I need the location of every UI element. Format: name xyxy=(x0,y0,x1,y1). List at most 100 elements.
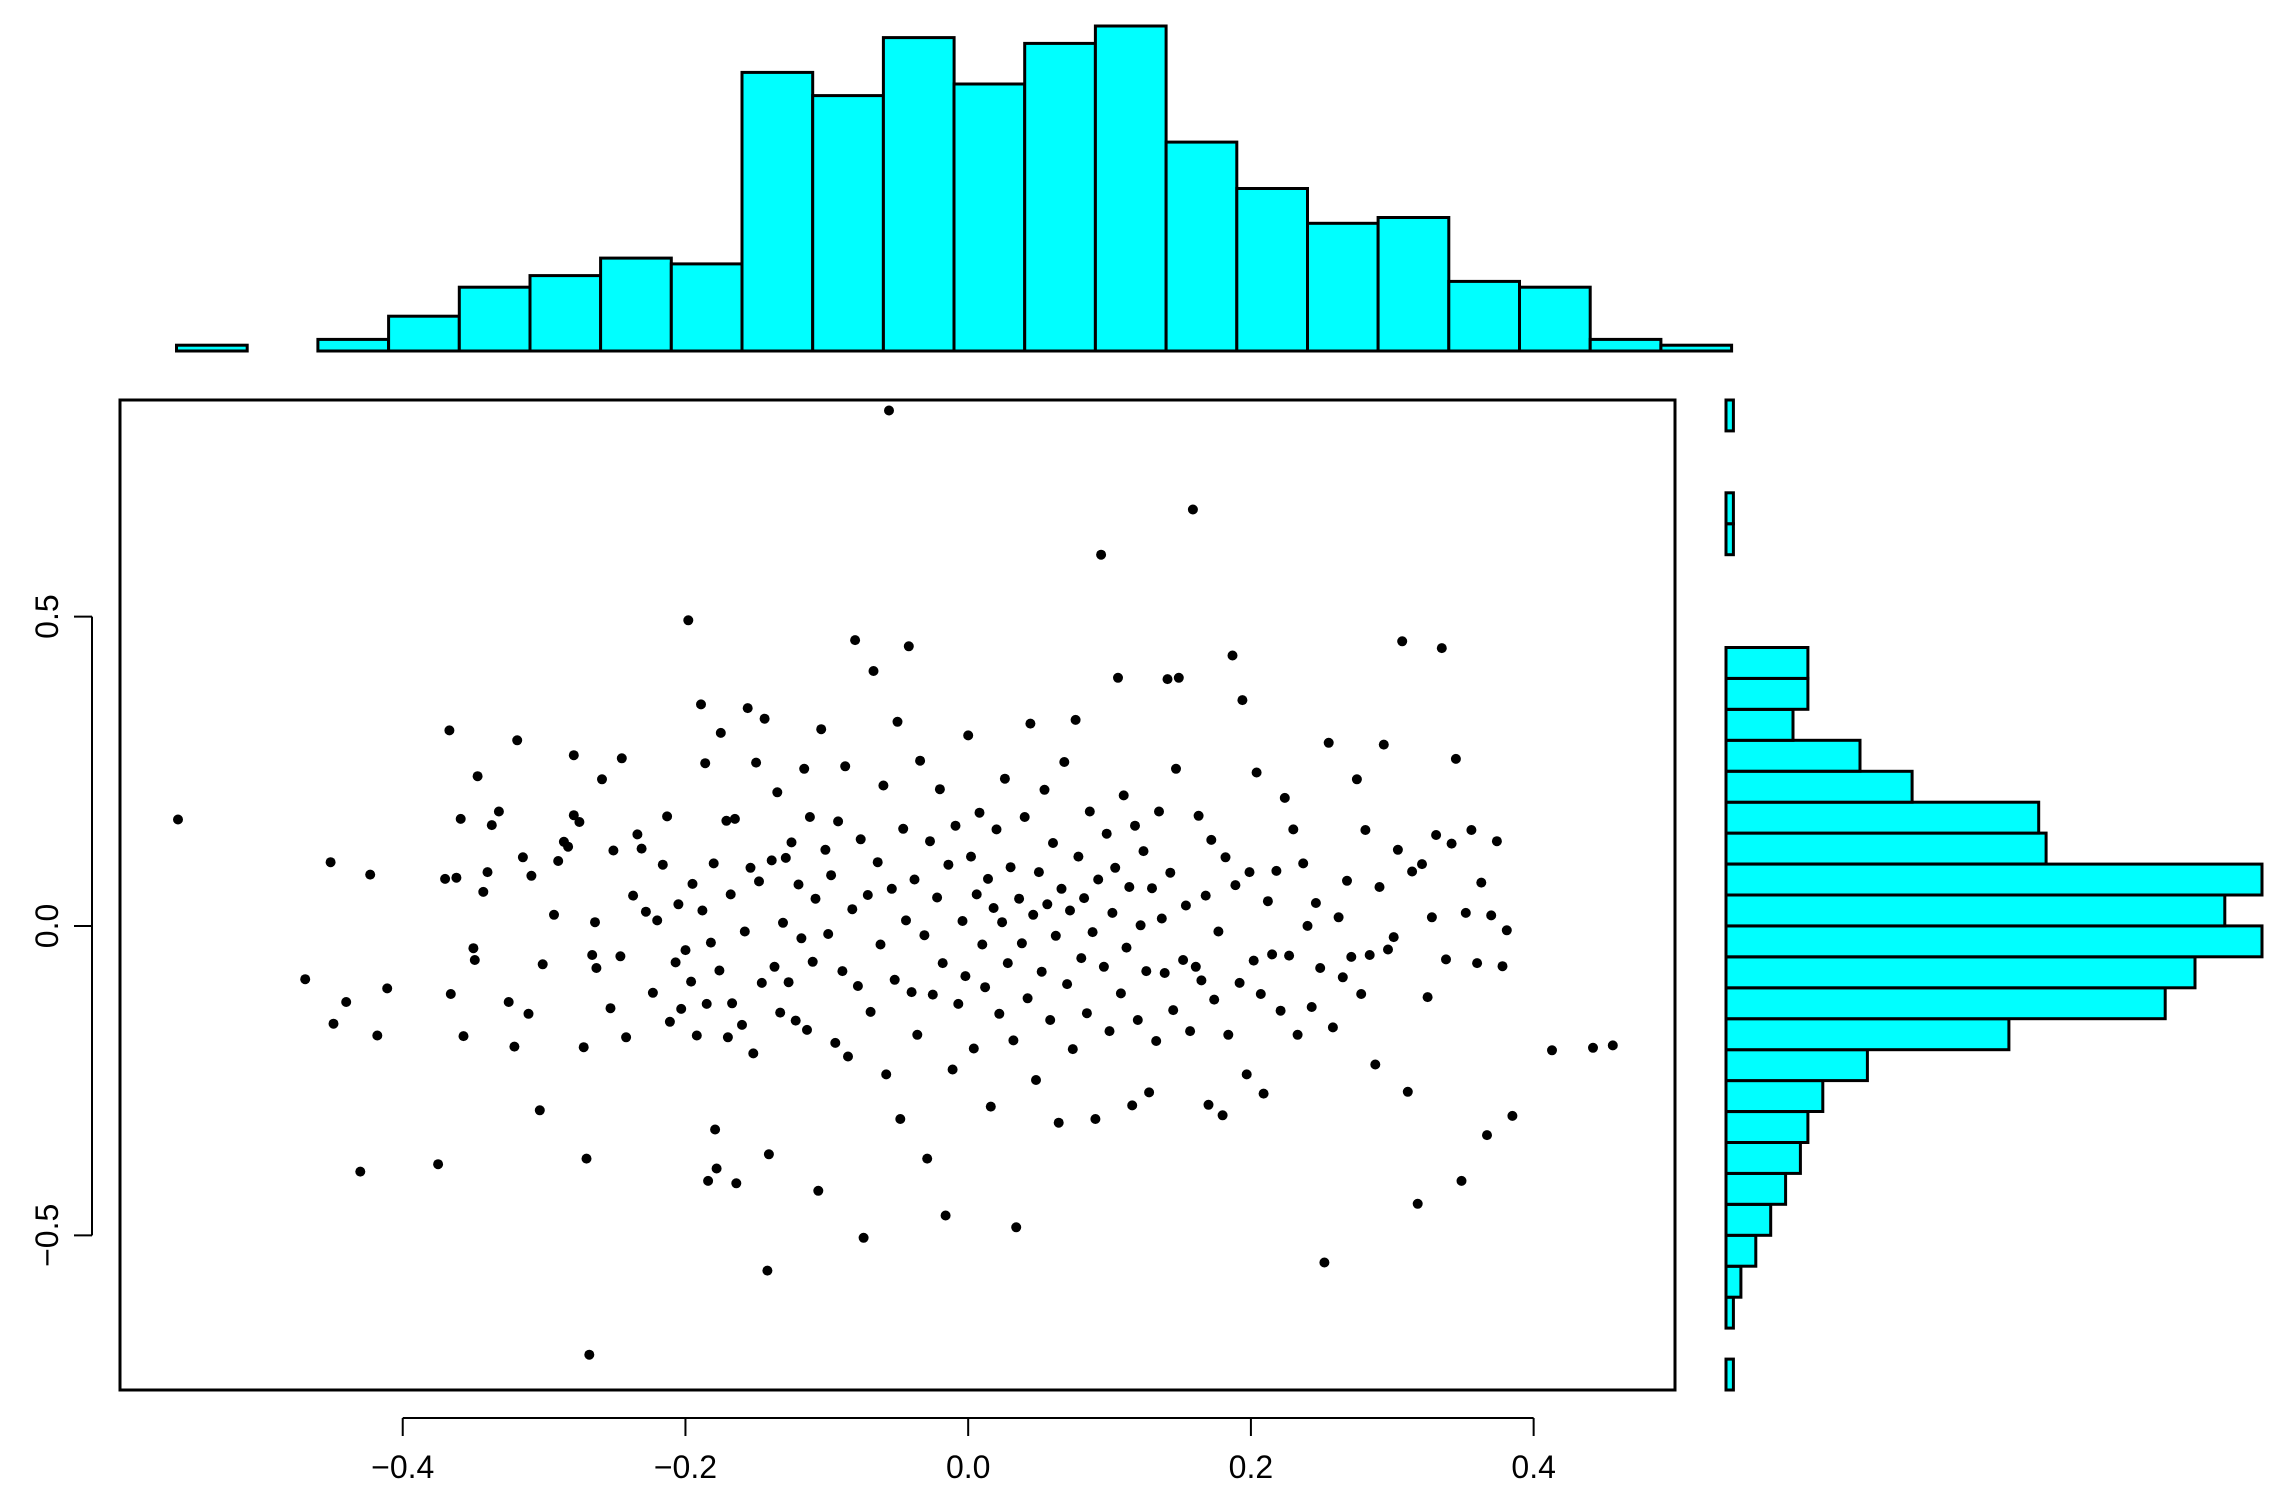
right-hist-bar xyxy=(1724,862,2264,897)
scatter-point xyxy=(855,834,866,845)
scatter-point xyxy=(503,997,514,1007)
scatter-point xyxy=(823,929,834,939)
scatter-point xyxy=(1491,836,1502,847)
scatter-point xyxy=(1298,858,1309,869)
top-hist-bar xyxy=(599,256,673,353)
scatter-point xyxy=(745,862,756,873)
scatter-point xyxy=(472,771,483,782)
y-axis: −0.5 0.0 0.5 xyxy=(29,594,93,1267)
scatter-point xyxy=(1135,920,1146,931)
right-hist-bar xyxy=(1724,491,1735,526)
scatter-point xyxy=(700,758,711,769)
scatter-point xyxy=(1073,851,1084,862)
scatter-point xyxy=(862,890,873,900)
top-hist-bar xyxy=(1376,216,1451,353)
right-hist-bar xyxy=(1724,707,1795,742)
scatter-point xyxy=(568,810,579,821)
scatter-point xyxy=(1402,1086,1413,1097)
scatter-point xyxy=(1062,979,1073,990)
scatter-point xyxy=(937,958,948,969)
scatter-point xyxy=(793,879,804,890)
scatter-point xyxy=(1076,953,1087,964)
scatter-point xyxy=(534,1105,545,1116)
scatter-point xyxy=(810,893,821,904)
scatter-point xyxy=(1039,784,1050,795)
scatter-point xyxy=(1159,968,1170,978)
scatter-point xyxy=(1067,1044,1078,1055)
scatter-point xyxy=(881,1069,892,1080)
scatter-point xyxy=(878,780,889,791)
top-hist-bar xyxy=(1093,24,1168,353)
scatter-point xyxy=(737,1019,747,1030)
scatter-point xyxy=(1217,1110,1228,1121)
right-hist-bar xyxy=(1724,986,2167,1021)
scatter-point xyxy=(1431,830,1442,840)
scatter-point xyxy=(382,983,393,994)
scatter-point xyxy=(1025,718,1036,729)
scatter-point xyxy=(847,904,858,915)
scatter-point xyxy=(722,1032,733,1043)
scatter-point xyxy=(1378,739,1389,750)
scatter-point xyxy=(715,727,726,738)
scatter-point xyxy=(889,974,900,985)
scatter-point xyxy=(1070,714,1081,725)
top-hist-bar xyxy=(1306,221,1380,353)
scatter-point xyxy=(1171,763,1181,774)
right-hist-bar xyxy=(1724,1233,1758,1268)
scatter-point xyxy=(1154,806,1164,817)
scatter-point xyxy=(1042,899,1053,910)
scatter-point xyxy=(1262,896,1273,907)
scatter-point xyxy=(977,939,988,950)
scatter-point xyxy=(898,823,909,834)
scatter-point xyxy=(703,1175,714,1186)
scatter-point xyxy=(953,998,964,1009)
scatter-point xyxy=(1147,883,1157,894)
scatter-point xyxy=(1251,767,1262,778)
scatter-point xyxy=(1016,938,1027,949)
scatter-point xyxy=(517,852,528,863)
scatter-point xyxy=(1022,993,1033,1004)
scatter-point xyxy=(512,735,523,746)
right-hist-bar xyxy=(1724,398,1735,433)
scatter-point xyxy=(971,889,982,900)
scatter-point xyxy=(901,915,911,926)
scatter-point xyxy=(1241,1069,1252,1080)
top-hist-bar xyxy=(387,314,461,353)
scatter-point xyxy=(1036,966,1047,977)
scatter-point xyxy=(999,773,1010,784)
right-hist-bar xyxy=(1724,1171,1788,1206)
scatter-point xyxy=(1507,1110,1518,1121)
scatter-point xyxy=(813,1185,824,1196)
scatter-point xyxy=(1014,893,1025,904)
scatter-point xyxy=(549,909,559,920)
scatter-point xyxy=(1607,1040,1618,1051)
x-tick-label: −0.2 xyxy=(654,1449,717,1485)
scatter-point xyxy=(875,939,886,950)
scatter-point xyxy=(486,820,497,831)
scatter-point xyxy=(636,843,647,854)
scatter-point xyxy=(1173,672,1184,683)
scatter-point xyxy=(1079,893,1090,904)
scatter-point xyxy=(1392,844,1403,855)
scatter-point xyxy=(591,963,602,973)
scatter-point xyxy=(1501,925,1512,936)
scatter-point xyxy=(721,815,732,826)
scatter-point xyxy=(616,753,627,764)
scatter-point xyxy=(1053,1117,1064,1128)
scatter-point xyxy=(1101,828,1112,839)
scatter-point xyxy=(597,774,607,785)
right-hist-bar xyxy=(1724,738,1862,773)
scatter-point xyxy=(1090,1114,1101,1124)
scatter-point xyxy=(1005,862,1016,873)
scatter-point xyxy=(1466,825,1477,835)
scatter-point xyxy=(701,998,712,1009)
scatter-point xyxy=(925,836,935,847)
scatter-point xyxy=(1098,961,1109,972)
scatter-point xyxy=(804,812,815,822)
top-hist-bar xyxy=(1518,285,1592,353)
scatter-point xyxy=(608,845,619,856)
scatter-point xyxy=(1031,1075,1041,1085)
scatter-point xyxy=(1190,961,1201,972)
scatter-point xyxy=(799,763,810,774)
scatter-point xyxy=(523,1008,534,1019)
